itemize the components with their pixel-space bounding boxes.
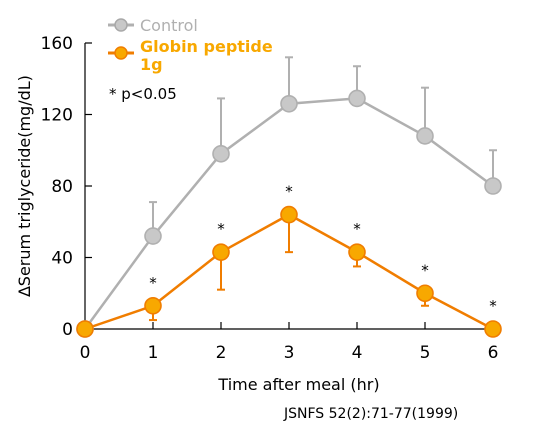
legend-globin-marker <box>114 46 128 60</box>
series-markers <box>76 89 502 338</box>
error-bars <box>149 56 497 329</box>
y-tick-label: 120 <box>41 106 73 126</box>
y-axis-title: ∆Serum triglyceride(mg/dL) <box>15 75 34 298</box>
data-point-globin <box>280 205 298 224</box>
x-tick-label: 5 <box>420 343 431 363</box>
data-point-control <box>280 94 298 113</box>
data-point-globin <box>144 296 162 315</box>
data-point-control <box>484 177 502 195</box>
source-citation: JSNFS 52(2):71-77(1999) <box>283 406 458 422</box>
x-tick-label: 3 <box>284 343 295 363</box>
x-tick-label: 1 <box>148 343 159 363</box>
x-ticks: 0 1 2 3 4 5 6 <box>80 322 499 363</box>
x-tick-label: 0 <box>80 343 91 363</box>
significance-star: * <box>285 183 293 201</box>
x-tick-label: 4 <box>352 343 363 363</box>
x-axis-title: Time after meal (hr) <box>217 375 379 394</box>
significance-stars: * * * * * * <box>149 183 497 315</box>
y-tick-label: 0 <box>62 320 73 340</box>
data-point-control <box>212 145 230 163</box>
legend-globin-label-line2: 1g <box>140 55 163 74</box>
x-tick-label: 6 <box>488 343 499 363</box>
legend-control-marker <box>114 18 128 32</box>
data-point-globin <box>212 243 230 261</box>
y-tick-label: 40 <box>51 249 73 269</box>
data-point-globin <box>348 243 366 261</box>
y-tick-label: 80 <box>51 177 73 197</box>
y-tick-label: 160 <box>41 34 73 54</box>
legend: Control Globin peptide 1g <box>108 16 273 74</box>
legend-control-label: Control <box>140 16 198 35</box>
data-point-control <box>144 227 162 245</box>
significance-star: * <box>353 220 361 238</box>
legend-globin-label-line1: Globin peptide <box>140 37 273 56</box>
data-point-control <box>348 89 366 108</box>
data-point-globin <box>416 284 434 303</box>
significance-star: * <box>149 274 157 292</box>
data-point-control <box>416 127 434 145</box>
data-point-globin <box>484 320 502 338</box>
significance-star: * <box>421 261 429 279</box>
y-ticks: 0 40 80 120 160 <box>41 34 92 340</box>
x-tick-label: 2 <box>216 343 227 363</box>
significance-star: * <box>489 297 497 315</box>
significance-note: * p<0.05 <box>109 85 177 103</box>
significance-star: * <box>217 220 225 238</box>
data-point-globin <box>76 320 94 338</box>
